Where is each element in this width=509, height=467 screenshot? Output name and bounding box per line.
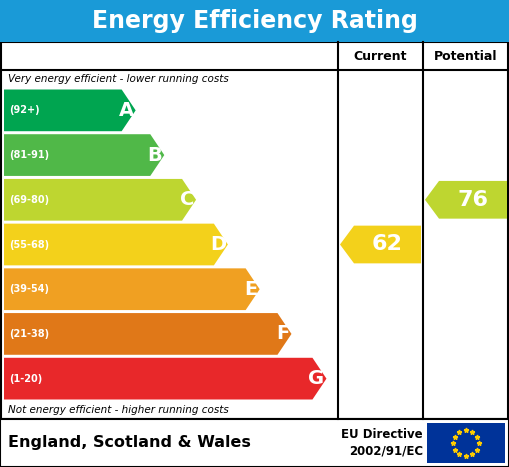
Polygon shape (425, 181, 507, 219)
Text: 76: 76 (458, 190, 489, 210)
Text: E: E (244, 280, 258, 299)
Polygon shape (340, 226, 421, 263)
Text: A: A (119, 101, 134, 120)
Bar (1, 42, 508, 419)
Polygon shape (4, 269, 260, 310)
Text: (21-38): (21-38) (9, 329, 49, 339)
Text: B: B (148, 146, 162, 164)
Text: Very energy efficient - lower running costs: Very energy efficient - lower running co… (8, 74, 229, 84)
Text: (92+): (92+) (9, 106, 40, 115)
Text: England, Scotland & Wales: England, Scotland & Wales (8, 436, 251, 451)
Text: G: G (308, 369, 324, 388)
Text: (69-80): (69-80) (9, 195, 49, 205)
Text: (39-54): (39-54) (9, 284, 49, 294)
Polygon shape (4, 313, 292, 355)
Text: D: D (210, 235, 226, 254)
Text: Potential: Potential (434, 50, 498, 63)
Text: C: C (180, 190, 194, 209)
Text: EU Directive
2002/91/EC: EU Directive 2002/91/EC (342, 428, 423, 458)
Text: 62: 62 (372, 234, 403, 255)
Polygon shape (4, 358, 326, 399)
Polygon shape (4, 90, 136, 131)
Bar (427, 423, 505, 463)
Bar (0, 0, 509, 42)
Text: Current: Current (354, 50, 407, 63)
Polygon shape (4, 224, 228, 265)
Bar (0, 419, 509, 467)
Text: F: F (276, 325, 290, 343)
Polygon shape (4, 134, 164, 176)
Text: (81-91): (81-91) (9, 150, 49, 160)
Polygon shape (4, 179, 196, 220)
Text: Not energy efficient - higher running costs: Not energy efficient - higher running co… (8, 405, 229, 415)
Text: (55-68): (55-68) (9, 240, 49, 249)
Text: (1-20): (1-20) (9, 374, 42, 384)
Text: Energy Efficiency Rating: Energy Efficiency Rating (92, 9, 417, 33)
